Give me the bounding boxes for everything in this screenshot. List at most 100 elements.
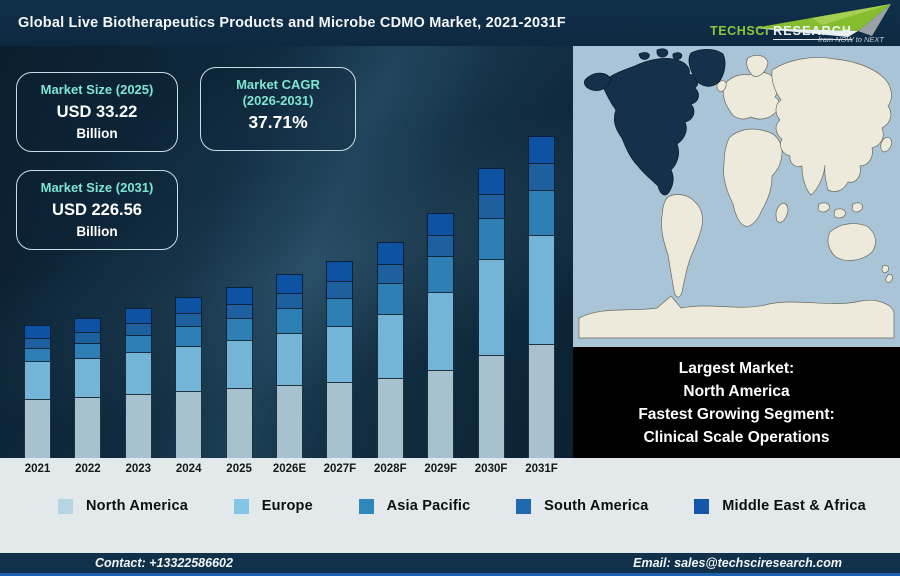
bar-segment: [528, 163, 555, 190]
bar-segment: [477, 168, 505, 194]
bar-2031F: [528, 136, 555, 458]
callout-line: Largest Market:: [678, 359, 795, 377]
legend-swatch: [58, 498, 73, 514]
legend-item-south-america: South America: [516, 498, 648, 514]
bar-segment: [225, 340, 253, 388]
bar-2028F: [376, 242, 404, 458]
bar-2026E: [276, 274, 303, 458]
legend-item-asia-pacific: Asia Pacific: [358, 498, 471, 514]
bar-segment: [24, 325, 51, 338]
bar-segment: [124, 394, 152, 458]
continent-europe: [722, 71, 780, 120]
axis-label-2025: 2025: [226, 463, 252, 475]
logo-brand-secondary: Research: [773, 24, 853, 40]
bar-segment: [427, 292, 455, 370]
island-madagascar: [775, 202, 789, 223]
bar-segment: [225, 304, 253, 318]
chart-panel: Market Size (2025) USD 33.22 Billion Mar…: [0, 46, 573, 458]
title-bar: Global Live Biotherapeutics Products and…: [0, 0, 900, 46]
bar-segment: [225, 388, 253, 458]
legend-swatch: [516, 498, 532, 514]
region-greenland-highlight: [688, 48, 726, 87]
island-uk: [716, 80, 727, 92]
bar-segment: [276, 333, 303, 385]
chart-legend: North America Europe Asia Pacific South …: [0, 498, 900, 514]
island-japan: [880, 137, 892, 153]
bar-segment: [376, 242, 404, 264]
bar-segment: [376, 378, 404, 458]
bar-segment: [24, 399, 51, 458]
stat-label: Market Size (2031): [40, 180, 154, 195]
bar-segment: [326, 281, 354, 298]
bar-2027F: [326, 261, 354, 458]
bar-segment: [477, 218, 505, 259]
bar-segment: [74, 397, 102, 458]
islands-southeast-asia: [817, 202, 863, 219]
axis-label-2027F: 2027F: [323, 463, 357, 475]
callout-line: Fastest Growing Segment:: [638, 405, 835, 423]
market-callout-box: Largest Market: North America Fastest Gr…: [573, 347, 900, 458]
legend-swatch: [358, 498, 374, 514]
region-arctic-islands-highlight: [638, 48, 683, 60]
stat-unit: Billion: [76, 126, 118, 141]
legend-swatch: [233, 498, 249, 514]
techsci-logo: TechSci Research from NOW to NEXT: [702, 1, 894, 45]
callout-line: Clinical Scale Operations: [643, 428, 830, 446]
bar-2030F: [477, 168, 505, 458]
bar-segment: [24, 338, 51, 348]
axis-label-2031F: 2031F: [525, 463, 558, 475]
stat-value: USD 226.56: [52, 201, 142, 219]
bar-segment: [427, 235, 455, 256]
continent-south-america: [661, 194, 703, 298]
legend-item-north-america: North America: [58, 498, 188, 514]
bar-2023: [124, 308, 152, 458]
logo-arrow-icon: [754, 4, 891, 37]
axis-label-2026E: 2026E: [272, 463, 307, 475]
stat-value: 37.71%: [248, 112, 308, 132]
bar-segment: [528, 136, 555, 163]
bar-segment: [124, 335, 152, 352]
bar-segment: [326, 382, 354, 458]
legend-label: Middle East & Africa: [722, 498, 866, 514]
bar-segment: [528, 235, 555, 344]
world-map-svg: [573, 46, 900, 347]
bar-2024: [175, 297, 203, 458]
stat-box-market-size-2031: Market Size (2031) USD 226.56 Billion: [16, 170, 178, 250]
bar-segment: [276, 308, 303, 333]
callout-line: North America: [683, 382, 790, 400]
legend-item-middle-east-africa: Middle East & Africa: [694, 498, 866, 514]
bar-segment: [175, 297, 203, 313]
bar-segment: [175, 326, 203, 346]
bar-segment: [376, 314, 404, 378]
bar-segment: [175, 346, 203, 391]
bar-segment: [74, 343, 102, 358]
stat-unit: Billion: [76, 224, 118, 239]
axis-label-2029F: 2029F: [424, 463, 457, 475]
axis-label-2024: 2024: [175, 463, 202, 475]
stat-label-line2: (2026-2031): [242, 93, 314, 108]
bar-segment: [124, 323, 152, 335]
bar-2029F: [427, 213, 455, 458]
logo-tagline: from NOW to NEXT: [818, 35, 884, 44]
bar-segment: [376, 283, 404, 314]
bottom-band: 2021 2022 2023 2024 2025 2026E 2027F 2028F 2029F…: [0, 458, 900, 553]
region-alaska-highlight: [584, 72, 612, 91]
bar-segment: [477, 259, 505, 355]
stat-box-market-cagr: Market CAGR (2026-2031) 37.71%: [200, 67, 356, 151]
logo-wordmark: TechSci Research: [710, 22, 853, 40]
bar-2025: [225, 287, 253, 458]
bar-segment: [427, 256, 455, 292]
stat-value: USD 33.22: [56, 103, 138, 121]
bar-segment: [326, 261, 354, 281]
region-scandinavia: [746, 54, 769, 77]
legend-swatch: [694, 498, 710, 514]
bar-segment: [175, 313, 203, 326]
islands-new-zealand: [881, 265, 893, 283]
bar-segment: [24, 361, 51, 399]
legend-label: South America: [544, 498, 649, 514]
stat-box-market-size-2025: Market Size (2025) USD 33.22 Billion: [16, 72, 178, 152]
axis-label-2028F: 2028F: [373, 463, 407, 475]
bar-segment: [528, 190, 555, 235]
stat-label: Market Size (2025): [40, 82, 154, 97]
